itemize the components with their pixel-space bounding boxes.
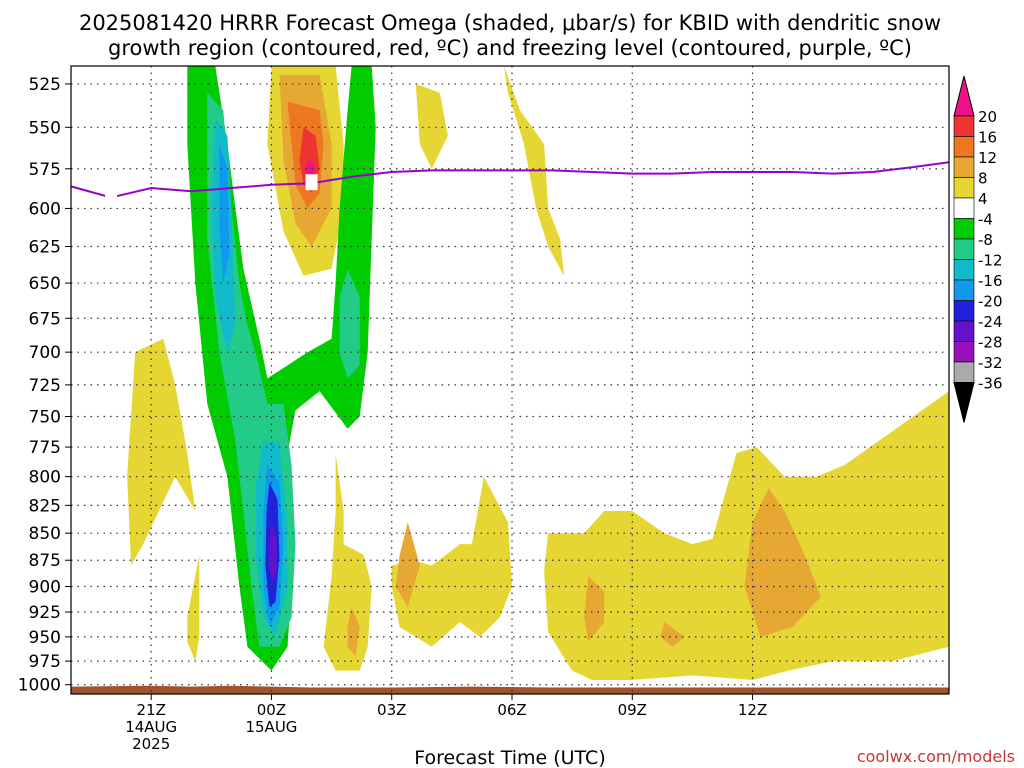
- colorbar-band-2: [953, 136, 975, 158]
- x-tick-date-1: 15AUG: [245, 718, 297, 736]
- colorbar-label-2: 12: [978, 149, 997, 167]
- omega-region-1: [187, 554, 200, 662]
- chart-title-line-1: 2025081420 HRRR Forecast Omega (shaded, …: [79, 11, 941, 35]
- y-tick-label-625: 625: [29, 237, 61, 257]
- colorbar-band-8: [953, 259, 975, 281]
- colorbar-label-8: -16: [978, 272, 1003, 290]
- y-tick-label-775: 775: [29, 438, 61, 458]
- y-tick-label-725: 725: [29, 376, 61, 396]
- colorbar-label-11: -28: [978, 334, 1003, 352]
- terrain-fill: [71, 685, 949, 694]
- colorbar-label-12: -32: [978, 354, 1003, 372]
- colorbar-bottom-arrow: [953, 382, 975, 423]
- y-tick-label-575: 575: [29, 160, 61, 180]
- omega-region-0: [127, 338, 196, 566]
- y-tick-label-550: 550: [29, 118, 61, 138]
- omega-region-10: [415, 83, 448, 169]
- colorbar-band-7: [953, 238, 975, 260]
- y-tick-label-650: 650: [29, 274, 61, 294]
- x-tick-label-2: 03Z: [377, 701, 406, 719]
- colorbar-band-11: [953, 320, 975, 342]
- omega-region-2: [323, 453, 372, 671]
- omega-region-22: [219, 144, 230, 284]
- omega-region-4: [544, 391, 949, 680]
- omega-region-3: [391, 476, 512, 647]
- y-tick-label-600: 600: [29, 199, 61, 219]
- y-tick-label-800: 800: [29, 468, 61, 488]
- colorbar-label-5: -4: [978, 211, 993, 229]
- colorbar-label-6: -8: [978, 231, 993, 249]
- colorbar-label-0: 20: [978, 108, 997, 126]
- site-credit: coolwx.com/models: [857, 747, 1015, 766]
- y-tick-label-875: 875: [29, 551, 61, 571]
- colorbar-label-9: -20: [978, 293, 1003, 311]
- omega-region-5: [395, 522, 420, 607]
- y-tick-label-1000: 1000: [18, 676, 61, 696]
- y-tick-label-975: 975: [29, 652, 61, 672]
- y-tick-label-700: 700: [29, 343, 61, 363]
- x-axis-label: Forecast Time (UTC): [414, 747, 605, 768]
- y-tick-label-750: 750: [29, 407, 61, 427]
- colorbar-band-6: [953, 218, 975, 240]
- colorbar-band-4: [953, 177, 975, 199]
- x-tick-year-0: 2025: [132, 735, 170, 753]
- omega-region-9: [347, 607, 360, 657]
- colorbar: 20 16 12 8 4 -4 -8 -12 -16 -20 -24 -28 -32 -36: [953, 75, 1003, 423]
- omega-region-6: [584, 576, 605, 642]
- colorbar-label-13: -36: [978, 375, 1003, 393]
- plot-border: [70, 65, 950, 695]
- x-tick-label-5: 12Z: [738, 701, 767, 719]
- omega-region-25: [268, 522, 277, 582]
- omega-region-8: [744, 488, 821, 637]
- colorbar-label-4: 4: [978, 190, 988, 208]
- omega-region-19: [339, 268, 360, 379]
- colorbar-label-7: -12: [978, 252, 1003, 270]
- omega-shading-layer: [71, 66, 949, 694]
- y-tick-label-825: 825: [29, 496, 61, 516]
- y-tick-label-675: 675: [29, 309, 61, 329]
- x-tick-date-0: 14AUG: [125, 718, 177, 736]
- x-tick-label-1: 00Z: [257, 701, 286, 719]
- colorbar-label-3: 8: [978, 170, 988, 188]
- colorbar-band-9: [953, 279, 975, 301]
- colorbar-band-10: [953, 300, 975, 322]
- colorbar-band-13: [953, 361, 975, 383]
- x-tick-label-4: 09Z: [618, 701, 647, 719]
- colorbar-band-12: [953, 341, 975, 363]
- freezing-level-label-bg-1: [305, 174, 318, 191]
- colorbar-band-1: [953, 115, 975, 137]
- colorbar-band-5: [953, 197, 975, 219]
- colorbar-top-arrow: [953, 75, 975, 117]
- y-tick-label-525: 525: [29, 75, 61, 95]
- colorbar-band-3: [953, 156, 975, 178]
- colorbar-label-10: -24: [978, 313, 1003, 331]
- plot-area: 525 550 575 600 625 650 675 700 725 750 775 800 825 8…: [18, 65, 950, 753]
- x-tick-label-3: 06Z: [497, 701, 526, 719]
- x-tick-label-0: 21Z: [136, 701, 165, 719]
- omega-region-7: [660, 622, 685, 647]
- omega-region-17: [187, 66, 376, 671]
- y-tick-label-900: 900: [29, 577, 61, 597]
- freezing-level-label-bg-0: [105, 188, 118, 205]
- y-tick-label-850: 850: [29, 524, 61, 544]
- chart-title-line-2: growth region (contoured, red, ºC) and f…: [108, 36, 912, 60]
- colorbar-label-1: 16: [978, 129, 997, 147]
- y-tick-label-925: 925: [29, 603, 61, 623]
- y-tick-label-950: 950: [29, 628, 61, 648]
